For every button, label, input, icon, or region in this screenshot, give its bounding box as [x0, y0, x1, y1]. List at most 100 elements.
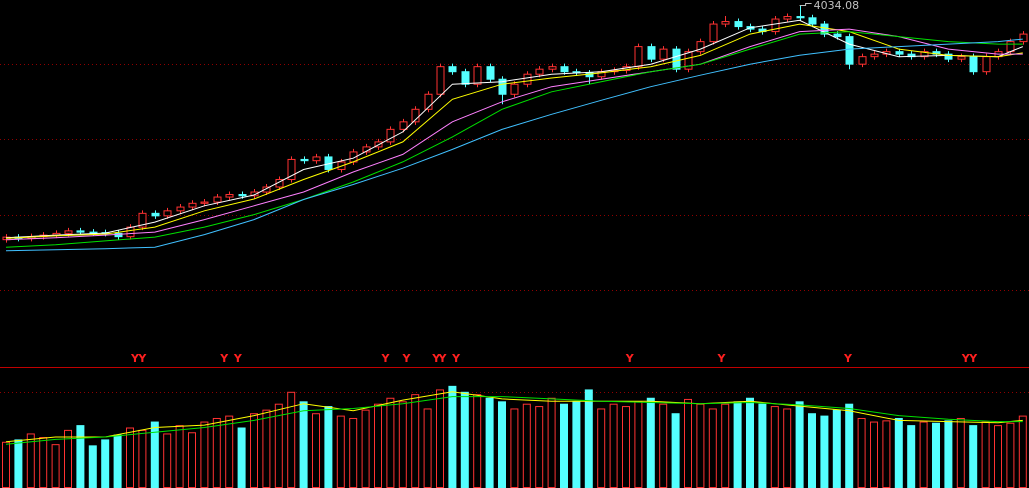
volume-bar [14, 439, 23, 488]
volume-bar [386, 397, 395, 488]
signal-label: Y [130, 352, 140, 365]
candle-body [436, 66, 445, 95]
volume-bar [981, 421, 990, 488]
volume-bar [733, 401, 742, 488]
moving-average-line [5, 19, 1023, 239]
candle-body [262, 186, 271, 193]
volume-bar [175, 425, 184, 488]
candle-body [300, 158, 309, 162]
signal-label: Y [451, 352, 461, 365]
volume-bar [560, 403, 568, 488]
signal-label: Y [961, 352, 971, 365]
volume-bar [88, 445, 97, 488]
volume-bar [374, 403, 382, 488]
candle-body [176, 206, 185, 212]
volume-bar [1006, 422, 1015, 488]
candle-body [151, 212, 160, 217]
candle-body [76, 230, 85, 233]
candle-body [771, 18, 780, 33]
volume-bar [857, 417, 866, 488]
candle-body [535, 68, 544, 75]
candle-body [138, 212, 147, 228]
candle-body [250, 191, 259, 197]
candle-body [411, 108, 420, 123]
volume-bar [646, 397, 655, 488]
candle-body [424, 93, 433, 110]
volume-bar [746, 397, 754, 488]
volume-bar [126, 427, 134, 488]
volume-bar [312, 413, 320, 488]
volume-bar [113, 434, 122, 488]
candle-body [684, 51, 693, 70]
moving-average-line [5, 23, 1023, 239]
volume-bar [76, 425, 85, 488]
volume-bar [250, 413, 258, 488]
candle-body [833, 33, 842, 38]
candle-body [734, 21, 743, 28]
volume-bar [274, 403, 283, 488]
volume-bar [609, 403, 618, 488]
candle-body [808, 17, 817, 25]
signal-label: Y [219, 352, 229, 365]
candle-body [238, 194, 247, 197]
max-pointer [799, 2, 812, 6]
candle-body [225, 194, 234, 198]
moving-average-line [5, 28, 1023, 241]
signal-label: Y [233, 352, 243, 365]
candle-body [126, 226, 135, 238]
candle-body [944, 53, 953, 60]
volume-bar [783, 408, 792, 488]
candle-body [634, 46, 643, 68]
volume-bar [758, 403, 767, 488]
volume-bar [721, 403, 730, 488]
volume-bar [2, 441, 10, 488]
volume-bar [547, 397, 556, 488]
candle-body [448, 66, 457, 73]
volume-bar [919, 421, 928, 488]
volume-bar [535, 406, 544, 488]
volume-bar [932, 422, 940, 488]
volume-bar [324, 406, 333, 488]
candle-body [287, 158, 296, 180]
candle-body [312, 156, 321, 162]
candle-body [213, 196, 222, 203]
candle-body [523, 73, 532, 85]
volume-bar [498, 401, 506, 488]
candle-body [659, 48, 668, 60]
volume-bar [994, 425, 1002, 488]
volume-bar [956, 417, 965, 488]
volume-bar [584, 389, 593, 488]
signal-label: Y [437, 352, 447, 365]
moving-average-line [5, 391, 1023, 443]
signal-label: Y [625, 352, 635, 365]
candle-body [982, 56, 991, 73]
volume-bar [845, 403, 854, 488]
volume-bar [684, 398, 692, 488]
volume-bar [770, 406, 779, 488]
volume-bar [299, 401, 308, 488]
signal-label: Y [380, 352, 390, 365]
volume-bar [882, 420, 891, 488]
volume-bar [622, 406, 630, 488]
volume-bar [460, 391, 469, 488]
signal-label: Y [716, 352, 726, 365]
candle-body [647, 46, 656, 60]
volume-bar [795, 401, 804, 488]
volume-bar [696, 403, 705, 488]
candle-body [709, 23, 718, 43]
volume-bar [225, 415, 234, 488]
candle-body [969, 56, 978, 73]
candle-body [114, 232, 123, 238]
candle-body [399, 121, 408, 130]
candle-body [188, 202, 197, 208]
volume-bar [597, 408, 606, 488]
volume-bar [510, 408, 519, 488]
candle-body [498, 78, 507, 95]
moving-average-line [5, 396, 1023, 445]
volume-bar [51, 444, 60, 488]
candle-body [895, 51, 904, 55]
volume-bar [485, 397, 494, 488]
moving-average-line [5, 31, 1023, 248]
volume-bar [522, 403, 531, 488]
candle-body [548, 66, 557, 70]
